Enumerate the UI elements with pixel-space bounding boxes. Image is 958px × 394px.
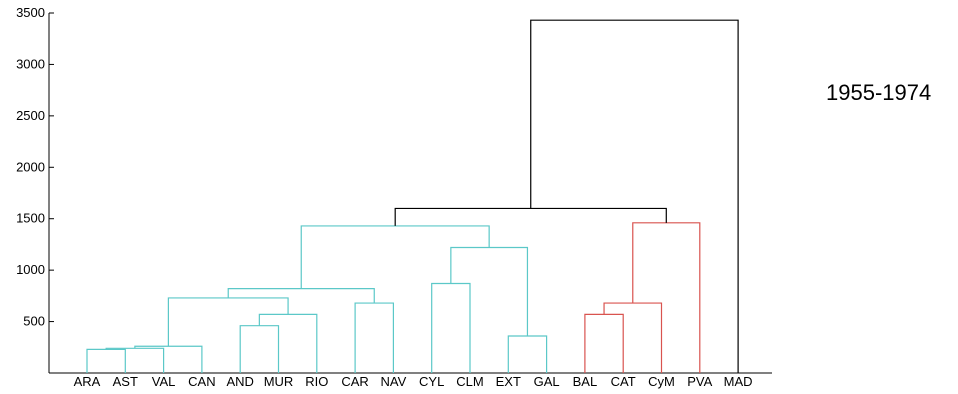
dendrogram-link — [258, 313, 318, 373]
dendrogram-link — [227, 288, 375, 304]
leaf-label: BAL — [573, 374, 598, 389]
y-tick-label: 500 — [23, 314, 45, 329]
dendrogram-link — [507, 335, 548, 373]
leaf-label: VAL — [152, 374, 176, 389]
y-tick-label: 1000 — [16, 262, 45, 277]
leaf-label: CAT — [611, 374, 636, 389]
dendrogram-link — [105, 347, 165, 373]
dendrogram-link — [300, 225, 490, 289]
leaf-label: CyM — [648, 374, 675, 389]
leaf-label: CYL — [419, 374, 444, 389]
leaf-label: PVA — [687, 374, 712, 389]
dendrogram-link — [632, 222, 701, 373]
leaf-labels: ARA AST VAL CAN AND MUR RIO CAR NAV CYL CLM EXT GAL B… — [74, 374, 753, 389]
dendrogram-link — [584, 313, 624, 373]
dendrogram-link — [86, 348, 126, 373]
dendrogram-link — [450, 246, 529, 336]
y-tick-label: 1500 — [16, 211, 45, 226]
leaf-label: RIO — [305, 374, 328, 389]
dendrogram-link — [167, 297, 289, 347]
leaf-label: AST — [113, 374, 138, 389]
dendrogram-link — [354, 302, 394, 373]
leaf-label: NAV — [381, 374, 407, 389]
dendrogram-link — [431, 282, 471, 373]
leaf-label: MUR — [264, 374, 294, 389]
leaf-label: EXT — [496, 374, 521, 389]
y-tick-label: 2500 — [16, 108, 45, 123]
leaf-label: CLM — [456, 374, 483, 389]
dendrogram-link — [239, 325, 280, 373]
dendrogram-links — [86, 19, 739, 373]
chart-title: 1955-1974 — [826, 80, 932, 105]
dendrogram-link — [603, 302, 663, 373]
leaf-label: ARA — [74, 374, 101, 389]
leaf-label: MAD — [724, 374, 753, 389]
dendrogram-link — [530, 19, 739, 373]
y-tick-label: 3000 — [16, 56, 45, 71]
leaf-label: GAL — [534, 374, 560, 389]
leaf-label: CAR — [341, 374, 368, 389]
dendrogram-link — [394, 207, 667, 226]
axes: 500 1000 1500 2000 2500 3000 3500 — [16, 5, 772, 374]
y-tick-label: 2000 — [16, 159, 45, 174]
y-tick-label: 3500 — [16, 5, 45, 20]
leaf-label: AND — [226, 374, 253, 389]
dendrogram-link — [134, 345, 203, 373]
leaf-label: CAN — [188, 374, 215, 389]
